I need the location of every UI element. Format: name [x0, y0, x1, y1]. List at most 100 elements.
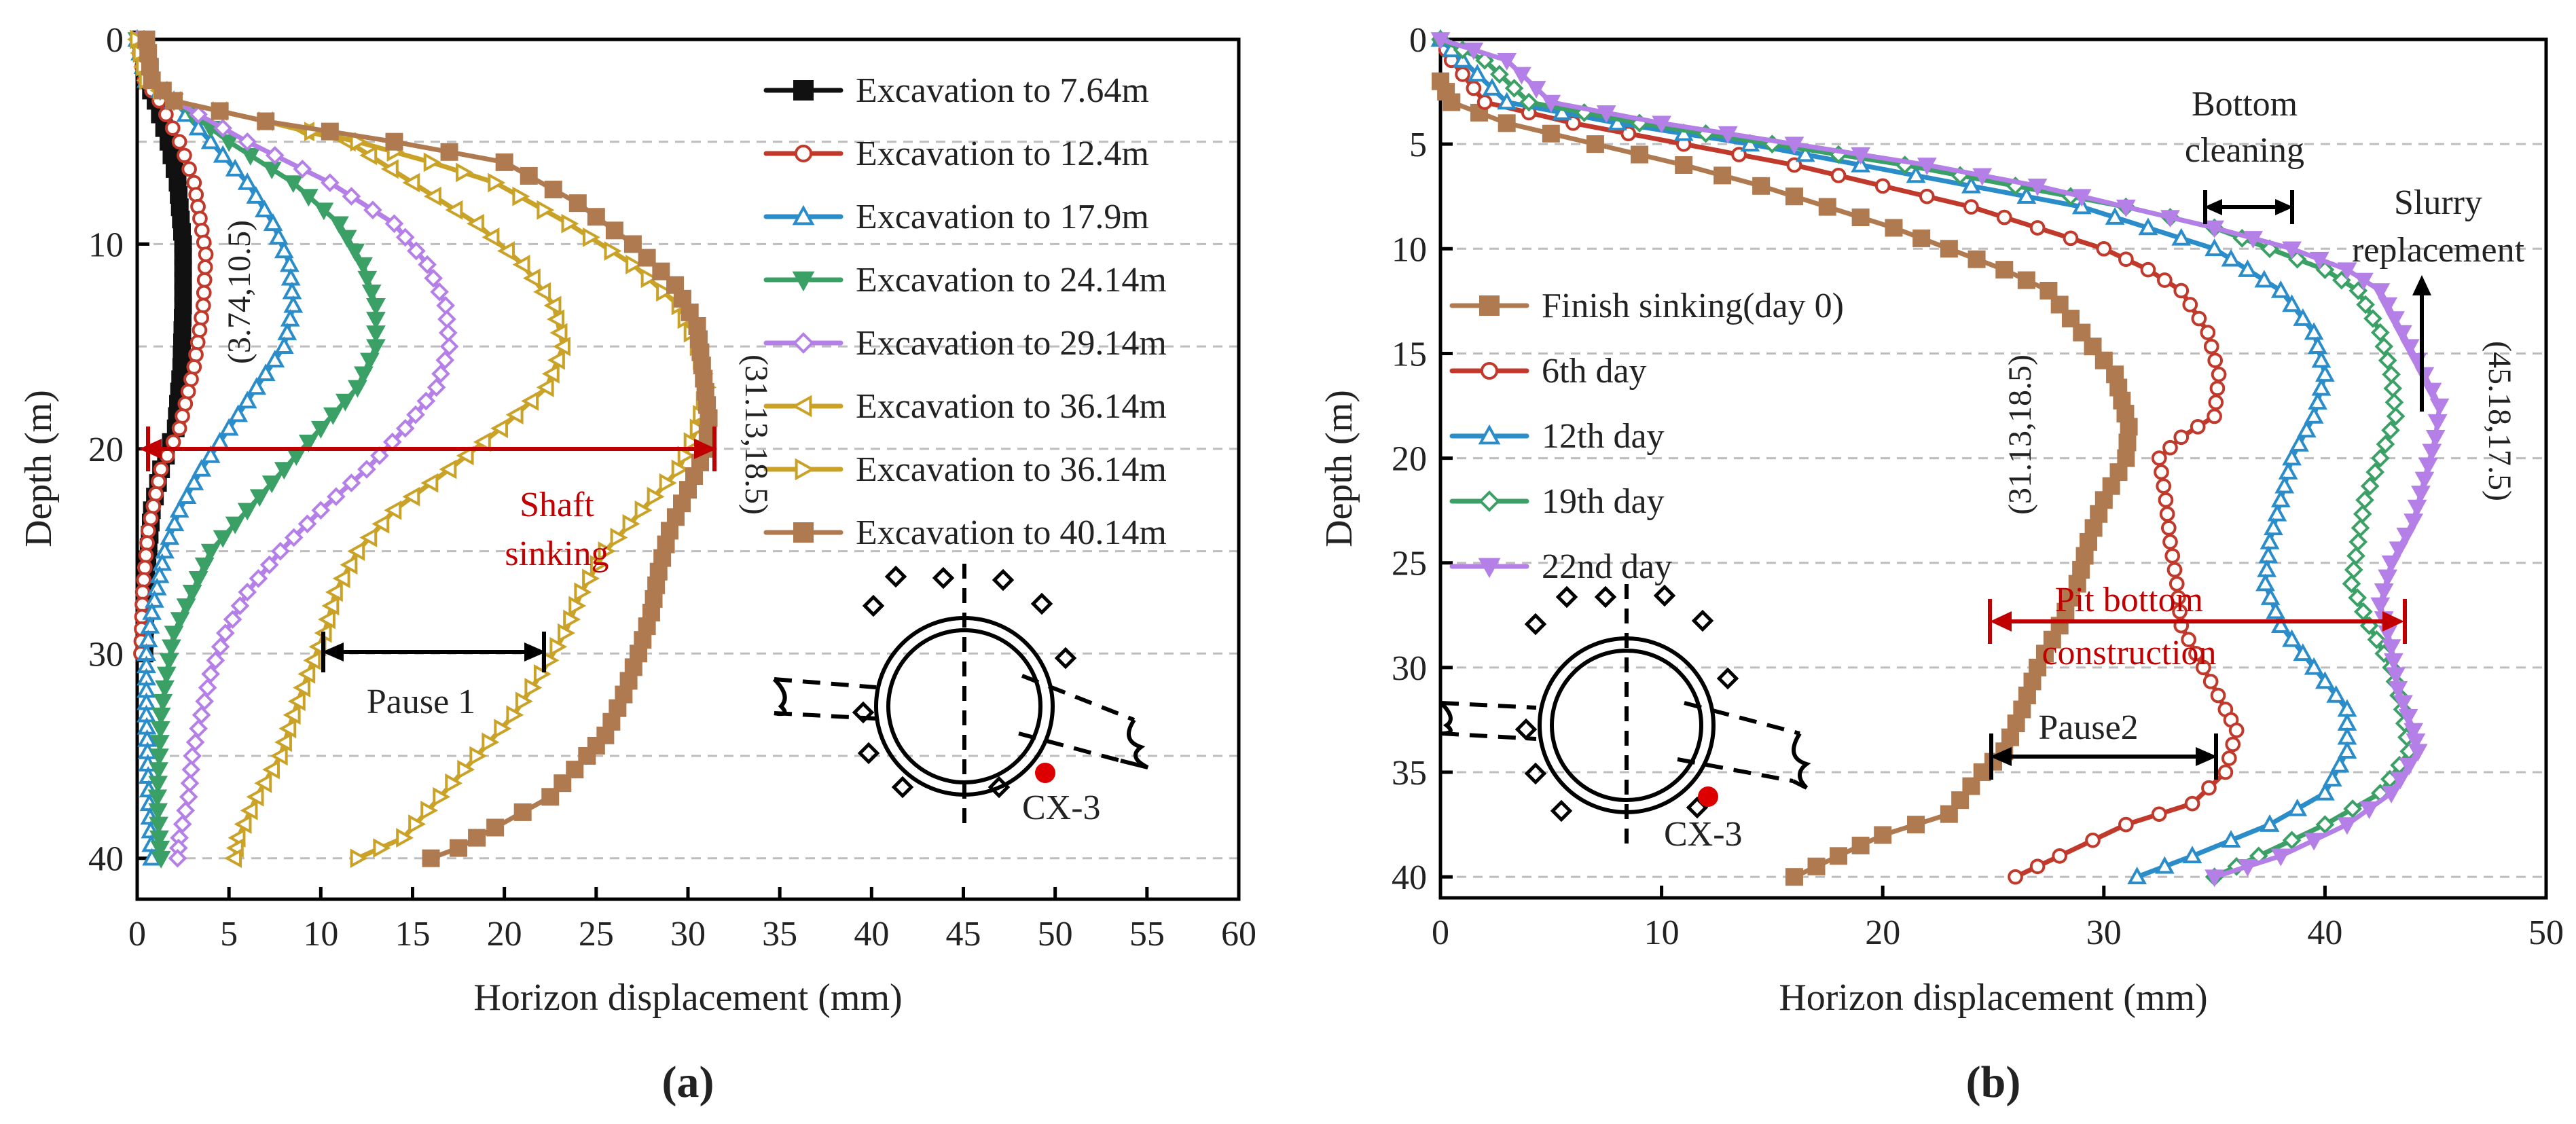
a-data-point: [213, 118, 232, 138]
a-data-point: [659, 473, 677, 493]
b-data-point: [2390, 772, 2410, 790]
a-data-point: [652, 262, 670, 280]
a-data-point: [200, 445, 221, 463]
a-data-point: [159, 653, 179, 671]
b-data-point: [1467, 64, 1487, 82]
a-data-point: [578, 747, 596, 765]
b-data-point: [2238, 259, 2257, 277]
a-data-point: [147, 789, 168, 808]
b-data-point: [2071, 189, 2092, 207]
panel-a-probe-label: CX-3: [1022, 788, 1101, 827]
b-data-point: [1885, 219, 1903, 237]
b-data-point: [2160, 210, 2180, 228]
a-data-point: [553, 336, 570, 357]
a-y-tick-label: 20: [88, 431, 124, 469]
a-data-point: [153, 461, 169, 477]
b-data-point: [2414, 471, 2435, 490]
a-data-point: [536, 378, 554, 397]
panel-a-ylabel: Depth (m): [18, 390, 60, 547]
b-data-point: [1785, 187, 1803, 206]
a-data-point: [321, 596, 340, 616]
b-data-point: [2181, 632, 2196, 648]
a-data-point: [189, 105, 208, 124]
a-data-point: [177, 147, 192, 164]
a-data-point: [604, 241, 622, 261]
a-data-point: [605, 221, 623, 240]
b-data-point: [1807, 857, 1826, 875]
a-data-point: [176, 801, 196, 820]
a-data-point: [303, 650, 321, 670]
b-data-point: [2308, 392, 2327, 410]
b-data-point: [2266, 601, 2286, 619]
a-data-point: [380, 159, 399, 179]
b-data-point: [2173, 429, 2190, 446]
a-data-point: [148, 776, 168, 794]
a-data-point: [623, 235, 642, 253]
b-data-point: [1818, 198, 1836, 216]
a-data-point: [497, 241, 515, 261]
b-data-point: [2158, 492, 2174, 508]
b-data-point: [2195, 659, 2211, 676]
b-data-point: [2208, 395, 2224, 410]
a-data-point: [323, 407, 343, 425]
b-legend-item: Finish sinking(day 0): [1449, 287, 1844, 325]
b-data-point: [2344, 560, 2363, 579]
b-data-point: [1972, 168, 1993, 186]
b-data-point: [2311, 350, 2332, 368]
a-data-point: [360, 352, 380, 371]
a-data-point: [541, 363, 560, 384]
a-data-point: [262, 759, 280, 780]
a-y-tick-label: 40: [88, 840, 124, 879]
b-data-point: [2160, 520, 2177, 536]
b-data-point: [1851, 147, 1871, 165]
a-data-point: [213, 145, 233, 163]
a-x-tick-label: 45: [946, 915, 981, 954]
a-data-point: [234, 814, 252, 834]
b-data-point: [2171, 590, 2186, 606]
b-data-point: [1511, 67, 1531, 85]
b-data-point: [2315, 815, 2335, 834]
a-data-point: [142, 602, 162, 620]
a-data-point: [298, 189, 319, 207]
a-data-point: [335, 393, 355, 412]
a-y-tick-label: 10: [88, 225, 124, 264]
b-legend-item: 22nd day: [1449, 547, 1672, 586]
b-y-tick-label: 10: [1392, 230, 1427, 269]
a-data-point: [149, 830, 169, 848]
a-data-point: [423, 186, 441, 206]
b-data-point: [1586, 135, 1604, 153]
a-data-point: [179, 787, 198, 807]
a-data-point: [440, 143, 458, 161]
a-data-point: [246, 185, 266, 204]
a-x-tick-label: 5: [220, 915, 238, 954]
b-data-point: [2353, 504, 2372, 524]
b-data-point: [2304, 657, 2324, 675]
b-data-point: [2370, 448, 2390, 468]
b-data-point: [2260, 587, 2281, 605]
b-data-point: [2210, 687, 2226, 704]
a-data-point: [148, 486, 164, 502]
b-data-point: [1497, 53, 1517, 71]
a-data-point: [683, 432, 702, 452]
panel-a-legend: Excavation to 7.64m Excavation to 12.4m Ex…: [763, 71, 1167, 552]
b-data-point: [1951, 791, 1970, 810]
a-data-point: [165, 92, 183, 110]
a-data-point: [366, 312, 386, 330]
b-data-point: [1542, 124, 1560, 143]
b-legend-marker: [1479, 490, 1500, 512]
b-data-point: [2354, 602, 2373, 621]
a-data-point: [439, 337, 459, 356]
a-data-point: [359, 145, 378, 166]
a-data-point: [574, 582, 592, 602]
b-data-point: [1961, 175, 1981, 194]
a-legend-item: Excavation to 12.4m: [763, 134, 1149, 173]
b-data-point: [2159, 506, 2175, 522]
b-data-point: [2308, 336, 2327, 354]
b-data-point: [2348, 588, 2367, 607]
a-data-point: [151, 850, 171, 869]
panel-b-bottom-arrow: [2203, 190, 2294, 224]
a-data-point: [384, 214, 404, 234]
b-data-point: [2039, 281, 2058, 300]
a-data-point: [274, 732, 292, 753]
a-data-point: [610, 528, 628, 547]
